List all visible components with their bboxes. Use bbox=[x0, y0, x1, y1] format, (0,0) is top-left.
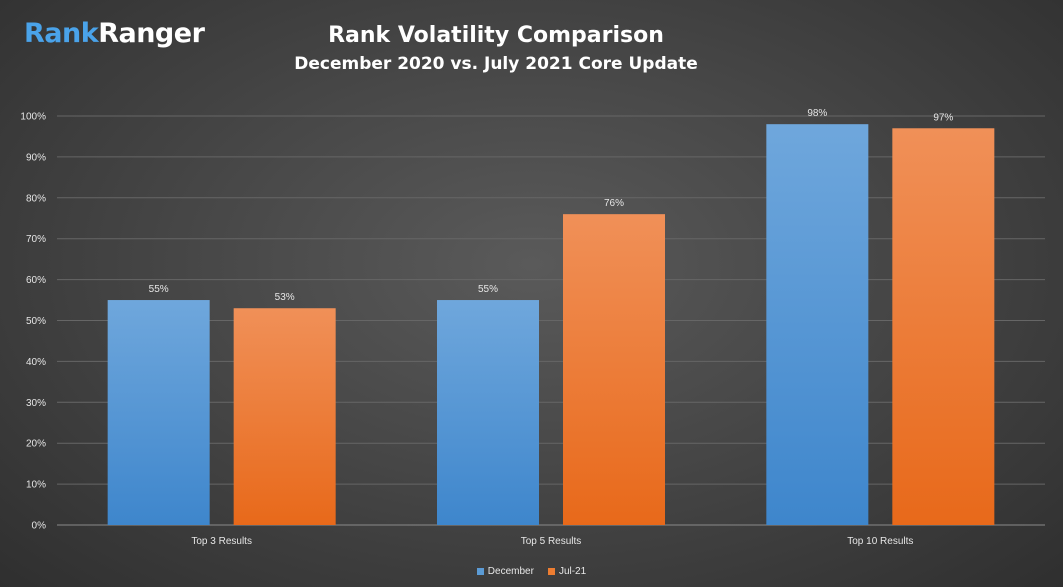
data-label: 98% bbox=[807, 108, 827, 119]
legend-swatch-jul21 bbox=[547, 568, 555, 575]
x-tick-label: Top 10 Results bbox=[847, 536, 913, 547]
logo-part-ranger: Ranger bbox=[98, 18, 205, 49]
bar-jul21 bbox=[892, 128, 995, 525]
y-tick-label: 60% bbox=[26, 275, 46, 286]
bar-december bbox=[437, 300, 539, 525]
legend-label-december: December bbox=[487, 566, 534, 577]
y-tick-label: 100% bbox=[20, 112, 46, 123]
legend-label-jul21: Jul-21 bbox=[558, 566, 587, 577]
chart-legend: December Jul-21 bbox=[0, 566, 1063, 577]
data-label: 76% bbox=[604, 198, 624, 209]
bar-jul21 bbox=[233, 308, 336, 525]
chart-subtitle: December 2020 vs. July 2021 Core Update bbox=[294, 54, 698, 74]
bar-jul21 bbox=[563, 214, 665, 525]
bar-december bbox=[766, 124, 869, 526]
y-tick-label: 70% bbox=[26, 234, 46, 245]
data-label: 55% bbox=[478, 284, 498, 295]
legend-item-december: December bbox=[476, 566, 534, 577]
legend-item-jul21: Jul-21 bbox=[547, 566, 587, 577]
y-tick-label: 80% bbox=[26, 193, 46, 204]
y-tick-label: 40% bbox=[26, 357, 46, 368]
y-tick-label: 20% bbox=[26, 439, 46, 450]
y-tick-label: 0% bbox=[32, 521, 47, 532]
y-tick-label: 90% bbox=[26, 152, 46, 163]
legend-swatch-december bbox=[476, 568, 484, 575]
y-tick-label: 10% bbox=[26, 480, 46, 491]
y-tick-label: 50% bbox=[26, 316, 46, 327]
data-label: 97% bbox=[933, 112, 953, 123]
rankranger-logo: RankRanger bbox=[24, 18, 205, 49]
x-tick-label: Top 3 Results bbox=[191, 536, 252, 547]
data-label: 53% bbox=[275, 292, 295, 303]
x-tick-label: Top 5 Results bbox=[521, 536, 582, 547]
chart-title: Rank Volatility Comparison bbox=[328, 23, 664, 48]
bar-december bbox=[107, 300, 210, 525]
logo-part-rank: Rank bbox=[24, 18, 99, 49]
y-tick-label: 30% bbox=[26, 398, 46, 409]
data-label: 55% bbox=[149, 284, 169, 295]
